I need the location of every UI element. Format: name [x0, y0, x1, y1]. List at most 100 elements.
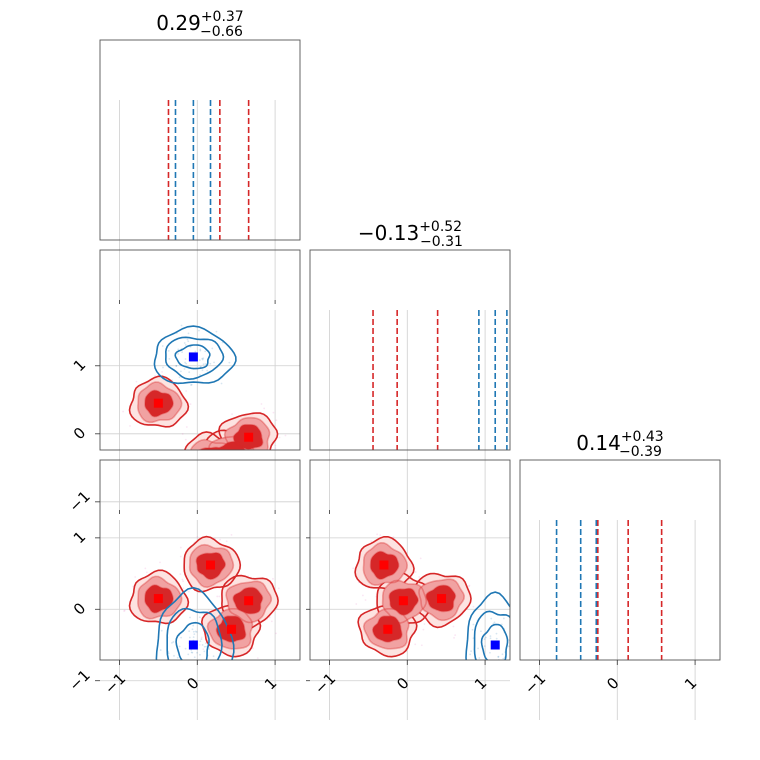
- scatter-point: [180, 636, 183, 639]
- scatter-point: [222, 457, 224, 459]
- contour-line: [418, 578, 466, 622]
- mode-marker: [244, 432, 254, 442]
- scatter-point: [234, 480, 236, 482]
- scatter-point: [215, 475, 217, 477]
- scatter-point: [205, 465, 207, 467]
- scatter-point: [217, 472, 219, 474]
- y-tick-label: 1: [70, 528, 89, 547]
- panel-hist-param1: 0.29+0.37 −0.66: [99, 9, 301, 300]
- scatter-point: [145, 571, 148, 574]
- scatter-point: [200, 661, 202, 663]
- scatter-point: [161, 345, 164, 347]
- scatter-point: [236, 456, 238, 458]
- scatter-point: [184, 438, 187, 441]
- scatter-point: [477, 647, 479, 650]
- grid-hist-param2: [329, 310, 486, 510]
- histograms-param3: [555, 520, 663, 660]
- scatter-point: [176, 656, 179, 659]
- scatter-point: [392, 536, 395, 539]
- mode-marker: [188, 352, 198, 362]
- scatter-point: [210, 452, 212, 454]
- scatter-point: [209, 660, 211, 662]
- scatter-point: [501, 653, 504, 656]
- scatter-point: [453, 636, 455, 639]
- scatter-point: [160, 629, 163, 632]
- x-tick-label: 0: [183, 674, 202, 693]
- contours-param1-param2: [122, 324, 287, 482]
- contour-line: [155, 586, 235, 660]
- scatter-point: [278, 436, 281, 439]
- scatter-point: [200, 638, 203, 641]
- scatter-point: [234, 455, 236, 457]
- scatter-point: [193, 633, 196, 636]
- contour-line: [137, 381, 183, 424]
- scatter-point: [190, 651, 193, 654]
- scatter-point: [223, 479, 225, 481]
- scatter-point: [212, 454, 214, 456]
- scatter-point: [480, 630, 482, 633]
- histograms-param2: [372, 310, 508, 450]
- mode-marker: [227, 449, 237, 450]
- scatter-point: [198, 644, 201, 646]
- contour-line: [153, 325, 237, 385]
- scatter-point: [227, 474, 229, 476]
- scatter-point: [272, 577, 274, 580]
- scatter-point: [510, 633, 512, 635]
- scatter-point: [274, 447, 277, 450]
- y-tick-label: 1: [70, 356, 89, 375]
- scatter-point: [190, 384, 192, 386]
- scatter-point: [184, 647, 187, 650]
- scatter-point: [168, 357, 171, 360]
- contour-line: [225, 580, 273, 624]
- scatter-point: [199, 348, 202, 351]
- scatter-point: [224, 463, 226, 465]
- scatter-point: [209, 450, 211, 452]
- scatter-point: [230, 470, 232, 472]
- grid-hist-param1: [119, 100, 276, 300]
- frame-hist-param2: [309, 249, 511, 451]
- scatter-point: [196, 535, 199, 538]
- scatter-point: [379, 534, 382, 537]
- scatter-point: [203, 645, 206, 648]
- scatter-point: [204, 350, 207, 353]
- scatter-point: [256, 657, 259, 660]
- scatter-point: [497, 671, 499, 673]
- mode-marker: [153, 594, 163, 604]
- scatter-point: [493, 621, 496, 624]
- contour-line: [218, 412, 279, 450]
- y-tick-label: 0: [70, 424, 89, 443]
- scatter-point: [187, 340, 190, 343]
- scatter-point: [173, 654, 175, 657]
- scatter-point: [177, 348, 180, 351]
- scatter-point: [235, 458, 237, 460]
- scatter-point: [187, 653, 190, 656]
- scatter-point: [222, 452, 224, 454]
- scatter-point: [221, 466, 223, 468]
- scatter-point: [199, 365, 202, 368]
- scatter-point: [195, 458, 197, 460]
- grid-hist-param3: [539, 520, 696, 720]
- scatter-point: [181, 662, 183, 664]
- scatter-point: [177, 353, 179, 355]
- scatter-point: [181, 578, 184, 581]
- scatter-point: [525, 644, 527, 646]
- y-tick-label: −1: [65, 487, 93, 515]
- scatter-point: [191, 628, 194, 631]
- x-tick-label: −1: [311, 669, 339, 697]
- scatter-point: [184, 343, 187, 346]
- scatter-point: [195, 631, 198, 633]
- scatter-point: [514, 619, 516, 621]
- scatter-point: [187, 590, 190, 593]
- scatter-point: [483, 645, 486, 647]
- scatter-point: [461, 673, 463, 675]
- scatter-point: [223, 455, 225, 457]
- contour-line: [195, 551, 227, 581]
- scatter-point: [218, 469, 220, 471]
- scatter-point: [228, 480, 230, 482]
- scatter-point: [364, 599, 367, 601]
- scatter-point: [183, 368, 186, 370]
- scatter-point: [500, 662, 502, 664]
- scatter-point: [144, 567, 147, 570]
- y-tick-label: −1: [65, 666, 93, 694]
- scatter-point: [134, 576, 137, 578]
